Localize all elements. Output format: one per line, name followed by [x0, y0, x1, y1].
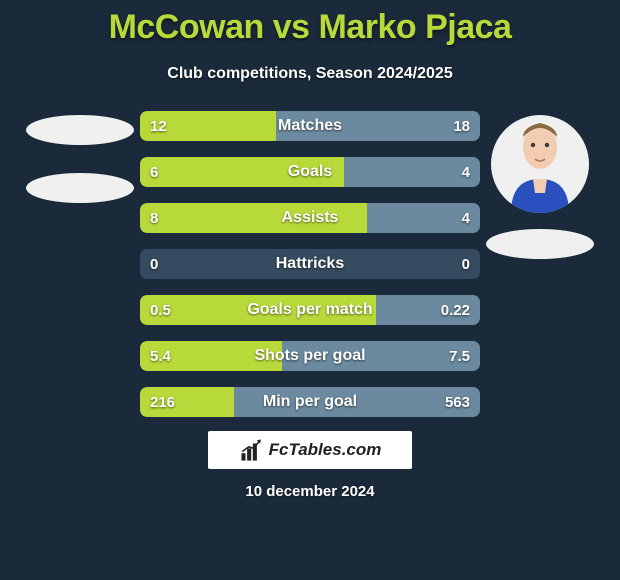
- stat-row: 64Goals: [140, 157, 480, 187]
- fctables-logo-icon: [239, 437, 265, 463]
- left-player-club-placeholder: [26, 173, 134, 203]
- player-right-name: Marko Pjaca: [318, 8, 511, 46]
- stat-row: 00Hattricks: [140, 249, 480, 279]
- player-left-name: McCowan: [109, 8, 264, 46]
- right-player-column: [480, 111, 600, 259]
- stat-label: Shots per goal: [140, 341, 480, 371]
- stat-label: Assists: [140, 203, 480, 233]
- comparison-title: McCowan vs Marko Pjaca: [0, 0, 620, 47]
- player-portrait-icon: [505, 117, 575, 213]
- stat-row: 0.50.22Goals per match: [140, 295, 480, 325]
- stat-label: Hattricks: [140, 249, 480, 279]
- stat-label: Goals per match: [140, 295, 480, 325]
- right-player-club-placeholder: [486, 229, 594, 259]
- stat-label: Goals: [140, 157, 480, 187]
- right-player-avatar: [491, 115, 589, 213]
- stat-row: 84Assists: [140, 203, 480, 233]
- stat-row: 1218Matches: [140, 111, 480, 141]
- stat-row: 216563Min per goal: [140, 387, 480, 417]
- stats-bar-chart: 1218Matches 64Goals 84Assists 00Hattricks 0.…: [140, 111, 480, 417]
- watermark-text: FcTables.com: [269, 440, 382, 460]
- title-vs: vs: [273, 8, 310, 46]
- watermark: FcTables.com: [208, 431, 412, 469]
- subtitle: Club competitions, Season 2024/2025: [0, 65, 620, 83]
- stat-label: Matches: [140, 111, 480, 141]
- date-label: 10 december 2024: [0, 483, 620, 500]
- content-row: 1218Matches 64Goals 84Assists 00Hattricks 0.…: [0, 111, 620, 417]
- stat-label: Min per goal: [140, 387, 480, 417]
- left-player-column: [20, 111, 140, 203]
- stat-row: 5.47.5Shots per goal: [140, 341, 480, 371]
- left-player-avatar-placeholder: [26, 115, 134, 145]
